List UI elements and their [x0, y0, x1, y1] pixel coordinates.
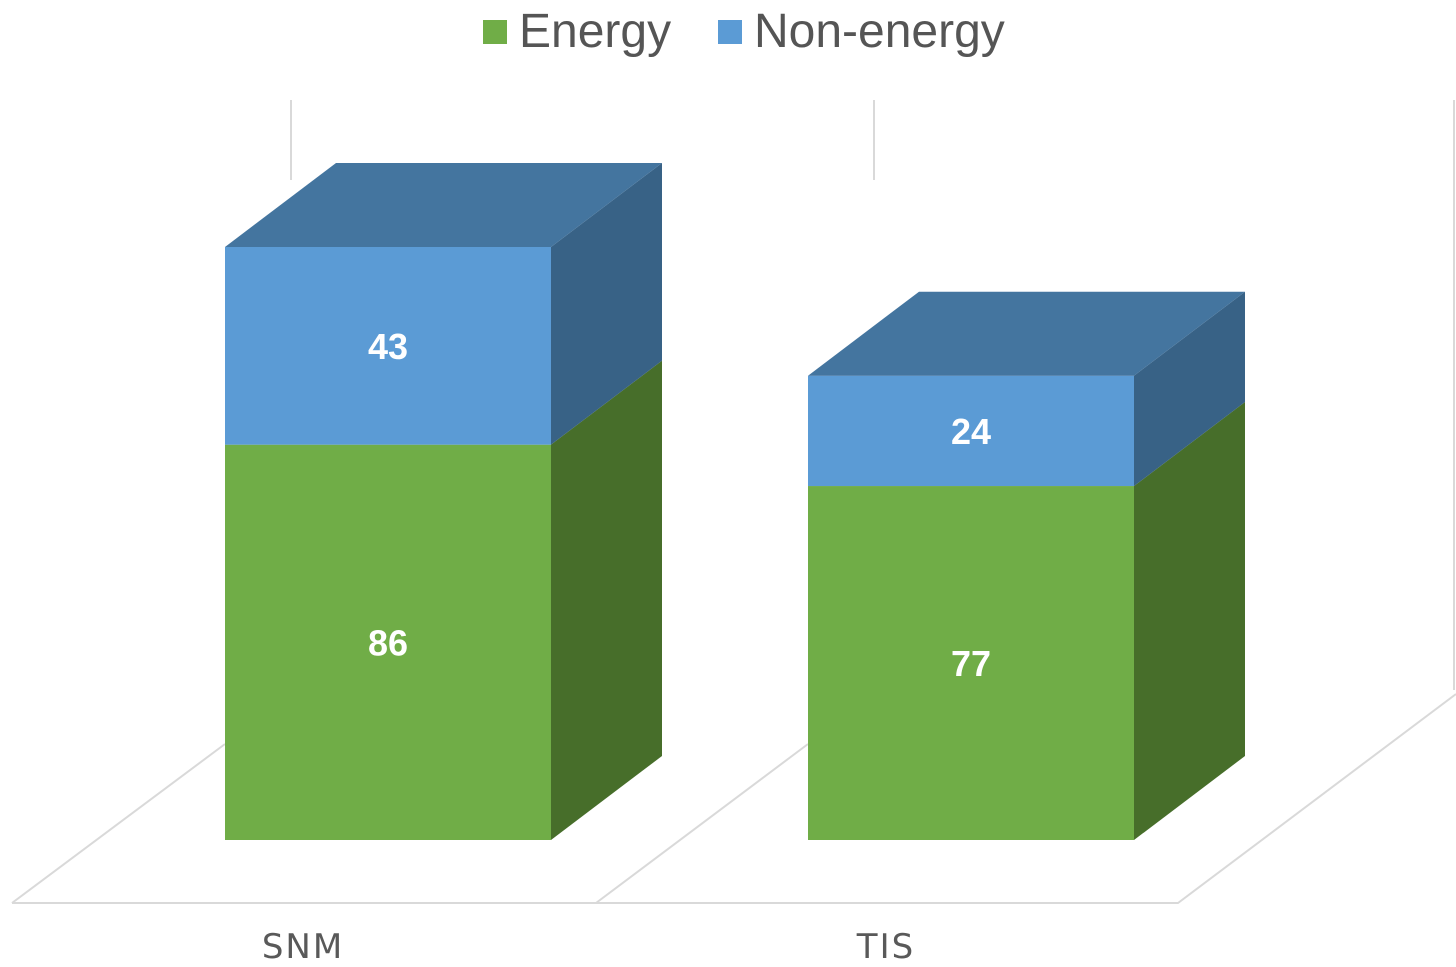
category-label-snm: SNM [262, 927, 344, 967]
bar-side-snm-energy [551, 360, 662, 840]
chart-floor [11, 693, 1456, 904]
legend-label-non-energy: Non-energy [754, 5, 1005, 58]
bar-side-tis-non-energy [1134, 291, 1245, 487]
bar-front-tis-energy [808, 486, 1134, 840]
legend-item-energy: Energy [483, 4, 671, 59]
legend-item-non-energy: Non-energy [718, 4, 1005, 59]
legend-label-energy: Energy [519, 5, 672, 58]
bars-group [225, 163, 1245, 840]
bar-top-snm-non-energy [225, 163, 662, 247]
legend-swatch-energy [483, 19, 507, 44]
data-labels-group: 86 43 77 24 [368, 326, 991, 684]
bar-front-snm-energy [225, 444, 551, 840]
back-wall-lines [290, 100, 1455, 690]
data-label-tis-energy: 77 [951, 643, 991, 684]
data-label-snm-non-energy: 43 [368, 326, 408, 367]
floor-divider-left [11, 743, 226, 904]
category-labels-group: SNM TIS [262, 927, 915, 967]
bar-top-tis-non-energy [808, 291, 1245, 376]
bar-front-snm-non-energy [225, 247, 551, 445]
bar-side-tis-energy [1134, 402, 1245, 840]
legend: Energy Non-energy [0, 0, 1456, 60]
bar-front-tis-non-energy [808, 375, 1134, 487]
floor-outline [12, 693, 1456, 904]
data-label-tis-non-energy: 24 [951, 411, 991, 452]
category-label-tis: TIS [856, 927, 915, 967]
bar-side-snm-non-energy [551, 163, 662, 445]
floor-divider-middle [595, 743, 809, 904]
data-label-snm-energy: 86 [368, 622, 408, 663]
legend-swatch-non-energy [718, 19, 742, 44]
